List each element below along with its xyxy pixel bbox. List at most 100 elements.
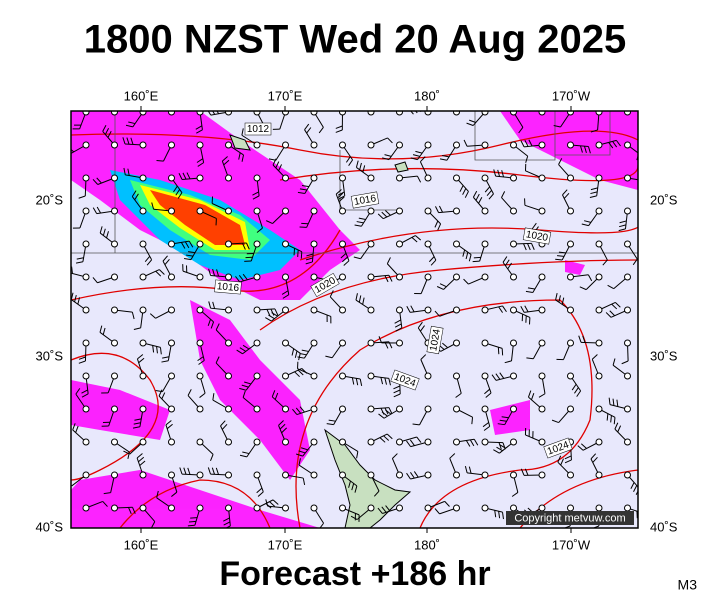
barb-flag [580, 443, 587, 449]
station [339, 339, 346, 347]
barb-flag [493, 449, 500, 454]
station [82, 141, 90, 149]
barb-flag [473, 438, 479, 446]
barb-flag [221, 423, 228, 430]
barb-flag [472, 190, 478, 198]
barb-flag [437, 223, 442, 231]
barb-flag [442, 155, 450, 158]
barb-flag [464, 465, 468, 474]
station [510, 438, 517, 446]
barb-flag [411, 237, 418, 243]
station [538, 471, 546, 479]
station [111, 504, 118, 512]
barb-flag [507, 262, 512, 270]
barb-flag [335, 125, 343, 129]
barb-flag [297, 191, 305, 194]
station [595, 504, 603, 512]
station [139, 504, 147, 512]
barb-flag [612, 97, 613, 104]
lon-label: 180˚ [414, 88, 440, 103]
barb-flag [494, 510, 497, 518]
station [367, 273, 375, 281]
barb-flag [341, 256, 348, 263]
barb-flag [420, 325, 425, 332]
station [424, 405, 432, 413]
station [624, 339, 631, 347]
station [453, 339, 460, 347]
barb-flag [127, 451, 130, 459]
barb-flag [102, 501, 108, 507]
station [453, 471, 460, 479]
station [624, 240, 631, 248]
station [196, 174, 204, 182]
barb-flag [406, 440, 412, 447]
barb-flag [355, 293, 358, 301]
station [595, 438, 603, 446]
barb-flag [337, 191, 345, 196]
barb-flag [455, 392, 462, 398]
barb-flag [123, 167, 126, 175]
isobar-label-box [214, 279, 242, 295]
barb-flag [210, 454, 214, 462]
station [396, 471, 403, 479]
station [225, 504, 232, 512]
barb-flag [358, 295, 362, 303]
station [282, 372, 289, 380]
barb-flag [75, 425, 79, 433]
station [538, 339, 546, 347]
station [424, 174, 432, 182]
station [453, 240, 460, 248]
lon-label: 170˚E [268, 88, 303, 103]
barb-flag [106, 231, 109, 239]
barb-flag [236, 349, 243, 355]
station [453, 141, 460, 149]
barb-flag [187, 524, 195, 527]
barb-flag [195, 125, 203, 130]
barb-flag [279, 423, 286, 430]
station [481, 504, 489, 512]
barb-flag [459, 185, 464, 192]
isobar-label-text: 1016 [216, 281, 240, 294]
station [339, 471, 346, 479]
barb-flag [343, 260, 350, 266]
barb-flag [301, 184, 309, 188]
barb-flag [268, 158, 276, 161]
barb-flag [632, 258, 638, 266]
barb-flag [298, 458, 301, 466]
barb-flag [325, 355, 333, 359]
station [310, 111, 318, 116]
barb-flag [271, 312, 278, 317]
barb-staff [169, 111, 172, 113]
barb-flag [183, 467, 187, 475]
barb-flag [78, 356, 86, 360]
model-label: M3 [678, 577, 698, 593]
barb-flag [107, 131, 112, 138]
station [624, 174, 631, 182]
barb-flag [239, 454, 247, 458]
station [396, 240, 403, 248]
barb-flag [384, 377, 388, 385]
barb-flag [551, 419, 559, 424]
barb-flag [134, 418, 142, 421]
barb-flag [158, 389, 163, 397]
barb-flag [449, 453, 456, 459]
barb-flag [420, 354, 427, 360]
barb-flag [393, 393, 401, 398]
barb-flag [590, 453, 597, 460]
barb-flag [608, 397, 611, 405]
barb-flag [266, 309, 271, 316]
station [567, 471, 574, 479]
barb-flag [466, 122, 474, 127]
barb-flag [439, 158, 448, 161]
barb-flag [196, 129, 203, 134]
barb-flag [633, 485, 638, 492]
barb-flag [304, 123, 310, 130]
station [282, 438, 289, 446]
station [168, 273, 175, 281]
station [396, 174, 403, 182]
station [567, 207, 574, 215]
barb-flag [362, 297, 365, 305]
barb-flag [128, 121, 136, 125]
